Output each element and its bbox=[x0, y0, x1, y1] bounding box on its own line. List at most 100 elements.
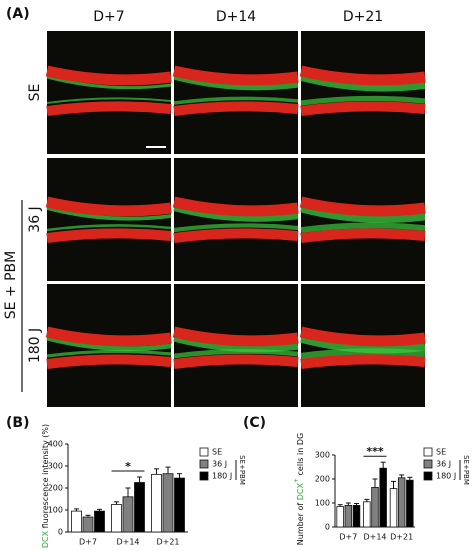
bar bbox=[122, 496, 134, 533]
row-label: 180 J bbox=[27, 328, 43, 363]
bar bbox=[406, 479, 414, 528]
micrograph bbox=[47, 31, 171, 154]
legend-label: 36 J bbox=[436, 460, 451, 469]
green-layer bbox=[46, 75, 172, 90]
y-axis-label-part: fluorescence intensity (%) bbox=[41, 424, 50, 531]
y-axis-label-part: DCX bbox=[41, 530, 50, 548]
bar bbox=[174, 477, 185, 533]
y-tick-label: 300 bbox=[48, 462, 63, 471]
red-layer bbox=[300, 228, 426, 243]
green-layer bbox=[299, 203, 426, 224]
column-header: D+21 bbox=[343, 9, 383, 25]
legend-swatch bbox=[199, 447, 209, 457]
bar bbox=[71, 510, 82, 533]
x-tick-label: D+14 bbox=[116, 538, 139, 547]
legend-swatch bbox=[199, 459, 209, 469]
y-axis-label-part: cells in DG bbox=[296, 433, 305, 478]
red-layer bbox=[46, 101, 172, 116]
green-layer bbox=[300, 95, 426, 106]
column-header: D+14 bbox=[216, 9, 256, 25]
bar bbox=[111, 504, 122, 533]
red-layer bbox=[46, 354, 172, 369]
legend-label: SE bbox=[436, 448, 446, 457]
row-label: 36 J bbox=[27, 206, 43, 232]
red-layer bbox=[173, 354, 299, 369]
green-layer bbox=[173, 204, 299, 222]
legend-swatch bbox=[423, 447, 433, 457]
green-layer bbox=[46, 349, 172, 358]
green-layer bbox=[300, 73, 426, 92]
green-layer bbox=[300, 348, 426, 360]
x-tick-label: D+7 bbox=[339, 533, 357, 542]
red-layer bbox=[45, 65, 172, 86]
legend-label: 36 J bbox=[212, 460, 227, 469]
legend-label: 180 J bbox=[212, 472, 232, 481]
y-axis-label: Number of DCX+ cells in DG bbox=[293, 433, 305, 545]
y-tick-label: 0 bbox=[58, 528, 63, 537]
bar bbox=[363, 501, 371, 528]
red-layer bbox=[300, 354, 426, 369]
green-layer bbox=[173, 349, 299, 359]
red-layer bbox=[45, 326, 172, 347]
significance-label: *** bbox=[366, 445, 384, 458]
green-layer bbox=[300, 222, 426, 233]
bar bbox=[94, 510, 105, 533]
legend-group-label: SE+PBM bbox=[238, 455, 246, 485]
y-axis-label: DCX fluorescence intensity (%) bbox=[41, 424, 50, 548]
legend-swatch bbox=[423, 471, 433, 481]
legend-swatch bbox=[199, 471, 209, 481]
red-layer bbox=[300, 101, 426, 116]
y-tick-label: 300 bbox=[315, 451, 330, 460]
red-layer bbox=[172, 196, 299, 217]
red-layer bbox=[173, 101, 299, 116]
column-header: D+7 bbox=[93, 9, 124, 25]
bar bbox=[162, 473, 174, 533]
y-tick-label: 100 bbox=[315, 499, 330, 508]
panel-label: (C) bbox=[243, 415, 266, 431]
red-layer bbox=[172, 326, 299, 347]
y-axis-label-part: Number of bbox=[296, 500, 305, 545]
legend-label: 180 J bbox=[436, 472, 456, 481]
y-tick-label: 200 bbox=[48, 484, 63, 493]
bar bbox=[344, 504, 353, 528]
legend-swatch bbox=[423, 459, 433, 469]
panel-label: (A) bbox=[6, 6, 30, 22]
bar bbox=[134, 482, 145, 533]
red-layer bbox=[299, 196, 426, 217]
panel-label: (B) bbox=[6, 415, 29, 431]
green-layer bbox=[173, 74, 299, 91]
green-layer bbox=[173, 334, 299, 353]
x-tick-label: D+21 bbox=[390, 533, 413, 542]
x-tick-label: D+7 bbox=[79, 538, 97, 547]
y-tick-label: 0 bbox=[325, 523, 330, 532]
green-layer bbox=[173, 223, 299, 233]
bar bbox=[352, 504, 361, 528]
x-tick-label: D+21 bbox=[156, 538, 179, 547]
micrograph bbox=[174, 31, 298, 154]
row-label: SE bbox=[27, 84, 43, 102]
y-tick-label: 200 bbox=[315, 475, 330, 484]
legend-label: SE bbox=[212, 448, 222, 457]
red-layer bbox=[45, 196, 172, 217]
y-tick-label: 100 bbox=[48, 506, 63, 515]
micrograph bbox=[301, 31, 425, 154]
group-label: SE + PBM bbox=[3, 251, 19, 320]
red-layer bbox=[173, 228, 299, 243]
green-layer bbox=[46, 224, 172, 232]
bar bbox=[379, 467, 387, 528]
green-layer bbox=[46, 97, 172, 104]
x-tick-label: D+14 bbox=[363, 533, 386, 542]
bar bbox=[371, 486, 379, 528]
red-layer bbox=[46, 228, 172, 243]
red-layer bbox=[299, 65, 426, 86]
red-layer bbox=[299, 326, 426, 347]
green-layer bbox=[173, 96, 299, 105]
bar bbox=[397, 477, 406, 528]
bar bbox=[82, 516, 94, 533]
green-layer bbox=[46, 335, 172, 352]
green-layer bbox=[299, 333, 426, 354]
y-tick-label: 400 bbox=[48, 440, 63, 449]
y-axis-label-part: DCX bbox=[296, 483, 305, 501]
